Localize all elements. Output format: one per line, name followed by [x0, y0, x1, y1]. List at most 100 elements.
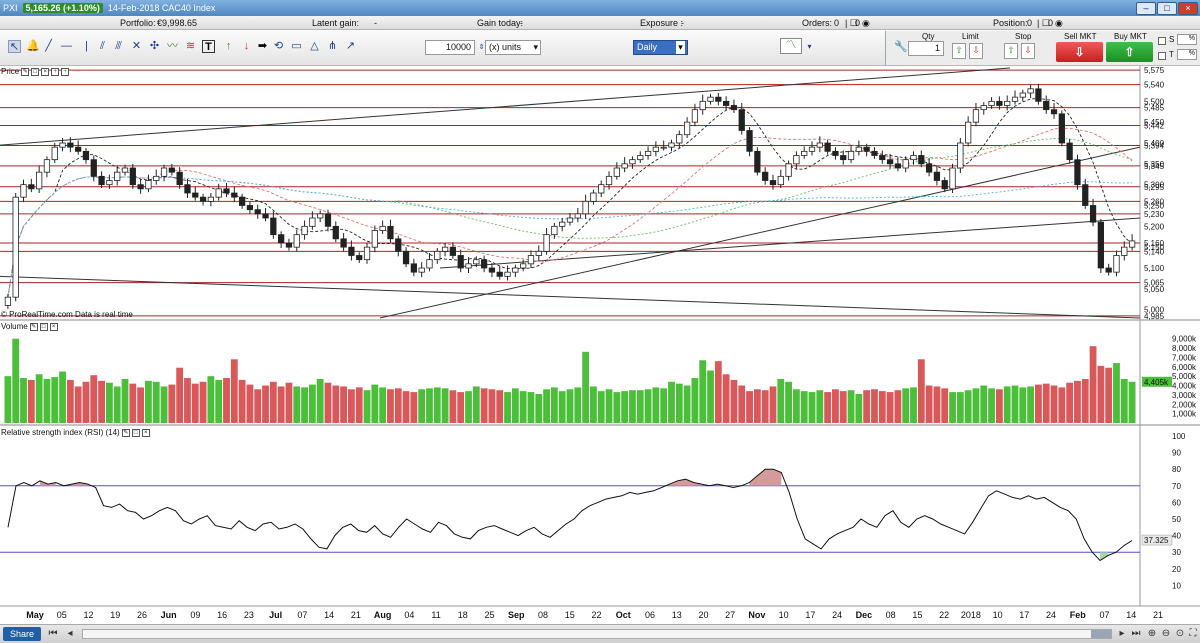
quantity-stepper-icon[interactable]: ⇕: [478, 44, 485, 51]
zoom-reset-icon[interactable]: ⊙: [1175, 628, 1185, 639]
rsi-oversold-area: [1100, 552, 1109, 561]
fibonacci-fan-tool-icon[interactable]: ✕: [131, 40, 142, 52]
maximize-icon[interactable]: □: [1157, 1, 1177, 15]
time-axis-label: 21: [1153, 610, 1163, 620]
add-indicator-icon[interactable]: +: [51, 67, 60, 76]
rsi-tick-label: 80: [1172, 465, 1181, 474]
trendline-tool-icon[interactable]: ╱: [45, 40, 52, 52]
units-select[interactable]: (x) units ▾: [485, 40, 541, 55]
close-icon[interactable]: ×: [1178, 1, 1198, 15]
volume-bar: [394, 388, 402, 423]
volume-bar: [504, 392, 511, 423]
time-axis-label: Dec: [856, 610, 873, 620]
retracement-tool-icon[interactable]: ≋: [185, 40, 196, 52]
position-globe-icon[interactable]: ◉: [1055, 18, 1063, 28]
triangle-tool-icon[interactable]: △: [310, 40, 319, 52]
candle-body: [223, 188, 230, 194]
minimize-icon[interactable]: –: [1136, 1, 1156, 15]
wrench-icon[interactable]: ✎: [21, 67, 30, 76]
rectangle-tool-icon[interactable]: ▭: [291, 40, 302, 52]
parallel-tool-icon[interactable]: ⫻: [115, 40, 122, 52]
candle-body: [340, 238, 347, 248]
chevron-down-icon[interactable]: ▾: [807, 42, 812, 51]
scroll-left-icon[interactable]: ◂: [67, 628, 73, 639]
buy-market-button[interactable]: ⇧: [1106, 42, 1153, 62]
candle-body: [324, 213, 332, 227]
maximize-icon[interactable]: □: [31, 67, 40, 76]
quantity-input[interactable]: 10000: [425, 40, 475, 55]
fullscreen-icon[interactable]: ⛶: [1189, 628, 1197, 639]
close-icon[interactable]: ×: [141, 428, 150, 437]
zoom-out-icon[interactable]: ⊖: [1161, 628, 1171, 639]
up-arrow-tool-icon[interactable]: ↑: [225, 40, 232, 52]
volume-bar: [308, 384, 316, 423]
zigzag-tool-icon[interactable]: 〰: [167, 40, 178, 52]
candle-body: [754, 150, 761, 173]
volume-last-value: 4,405k: [1144, 378, 1169, 387]
limit-sell-icon[interactable]: ⇩: [969, 43, 983, 59]
wrench-icon[interactable]: 🔧: [894, 41, 908, 53]
scroll-right-icon[interactable]: ▸: [1119, 628, 1125, 639]
right-arrow-tool-icon[interactable]: ➡: [257, 40, 268, 52]
horizontal-line-tool-icon[interactable]: —: [61, 40, 72, 52]
zoom-in-icon[interactable]: ⊕: [1147, 628, 1157, 639]
sell-market-button[interactable]: ⇩: [1056, 42, 1103, 62]
add-panel-icon[interactable]: +: [61, 67, 70, 76]
cross-tool-icon[interactable]: ✣: [149, 40, 160, 52]
scroll-start-icon[interactable]: ⏮: [48, 628, 58, 639]
maximize-icon[interactable]: □: [131, 428, 140, 437]
stop-loss-pct-input[interactable]: %: [1177, 34, 1197, 45]
time-scrollbar[interactable]: [82, 629, 1112, 639]
text-tool-icon[interactable]: T: [202, 40, 215, 53]
candle-body: [582, 200, 589, 215]
close-icon[interactable]: ×: [49, 322, 58, 331]
stop-buy-icon[interactable]: ⇧: [1004, 43, 1018, 59]
orders-globe-icon[interactable]: ◉: [862, 18, 870, 28]
volume-bar: [1011, 385, 1019, 423]
scrollbar-thumb[interactable]: [1091, 630, 1111, 638]
candle-body: [941, 180, 948, 190]
data-credit: © ProRealTime.com Data is real time: [1, 310, 133, 319]
qty-input[interactable]: 1: [908, 41, 944, 56]
volume-bar: [613, 392, 621, 423]
chart-type-icon[interactable]: 〽: [780, 38, 802, 54]
candle-body: [840, 155, 847, 161]
rsi-tick-label: 50: [1172, 515, 1181, 524]
candle-body: [1113, 255, 1120, 273]
time-axis-label: 09: [190, 610, 200, 620]
volume-bar: [301, 387, 308, 423]
orders-pct-icon[interactable]: | ☐: [845, 18, 858, 28]
stop-sell-icon[interactable]: ⇩: [1021, 43, 1035, 59]
maximize-icon[interactable]: □: [39, 322, 48, 331]
rotate-tool-icon[interactable]: ⟲: [273, 40, 284, 52]
wrench-icon[interactable]: ✎: [29, 322, 38, 331]
limit-buy-icon[interactable]: ⇧: [952, 43, 966, 59]
volume-bar: [230, 359, 238, 423]
measure-tool-icon[interactable]: ↗: [345, 40, 356, 52]
scroll-end-icon[interactable]: ⏭: [1131, 628, 1141, 639]
close-icon[interactable]: ×: [41, 67, 50, 76]
down-arrow-tool-icon[interactable]: ↓: [243, 40, 250, 52]
wrench-icon[interactable]: ✎: [121, 428, 130, 437]
fibonacci-tool-icon[interactable]: ⋔: [327, 40, 338, 52]
alert-bell-icon[interactable]: 🔔: [26, 40, 40, 52]
candle-body: [121, 167, 129, 173]
share-button[interactable]: Share: [3, 627, 41, 641]
channel-tool-icon[interactable]: ⫽: [100, 40, 105, 52]
position-pct-icon[interactable]: | ☐: [1037, 18, 1050, 28]
target-pct-input[interactable]: %: [1177, 49, 1197, 60]
candle-body: [996, 100, 1003, 106]
stop-loss-checkbox[interactable]: [1158, 37, 1166, 45]
vertical-line-tool-icon[interactable]: |: [85, 40, 88, 52]
volume-bar: [566, 389, 574, 423]
rsi-tick-label: 70: [1172, 482, 1181, 491]
target-checkbox[interactable]: [1158, 52, 1166, 60]
timeframe-select[interactable]: Daily ▾: [633, 40, 688, 55]
candle-body: [12, 196, 19, 298]
candle-body: [387, 225, 394, 240]
pointer-tool-icon[interactable]: ↖: [8, 40, 21, 53]
volume-bar: [1105, 367, 1113, 423]
volume-bar: [605, 389, 613, 423]
candle-body: [832, 150, 839, 156]
